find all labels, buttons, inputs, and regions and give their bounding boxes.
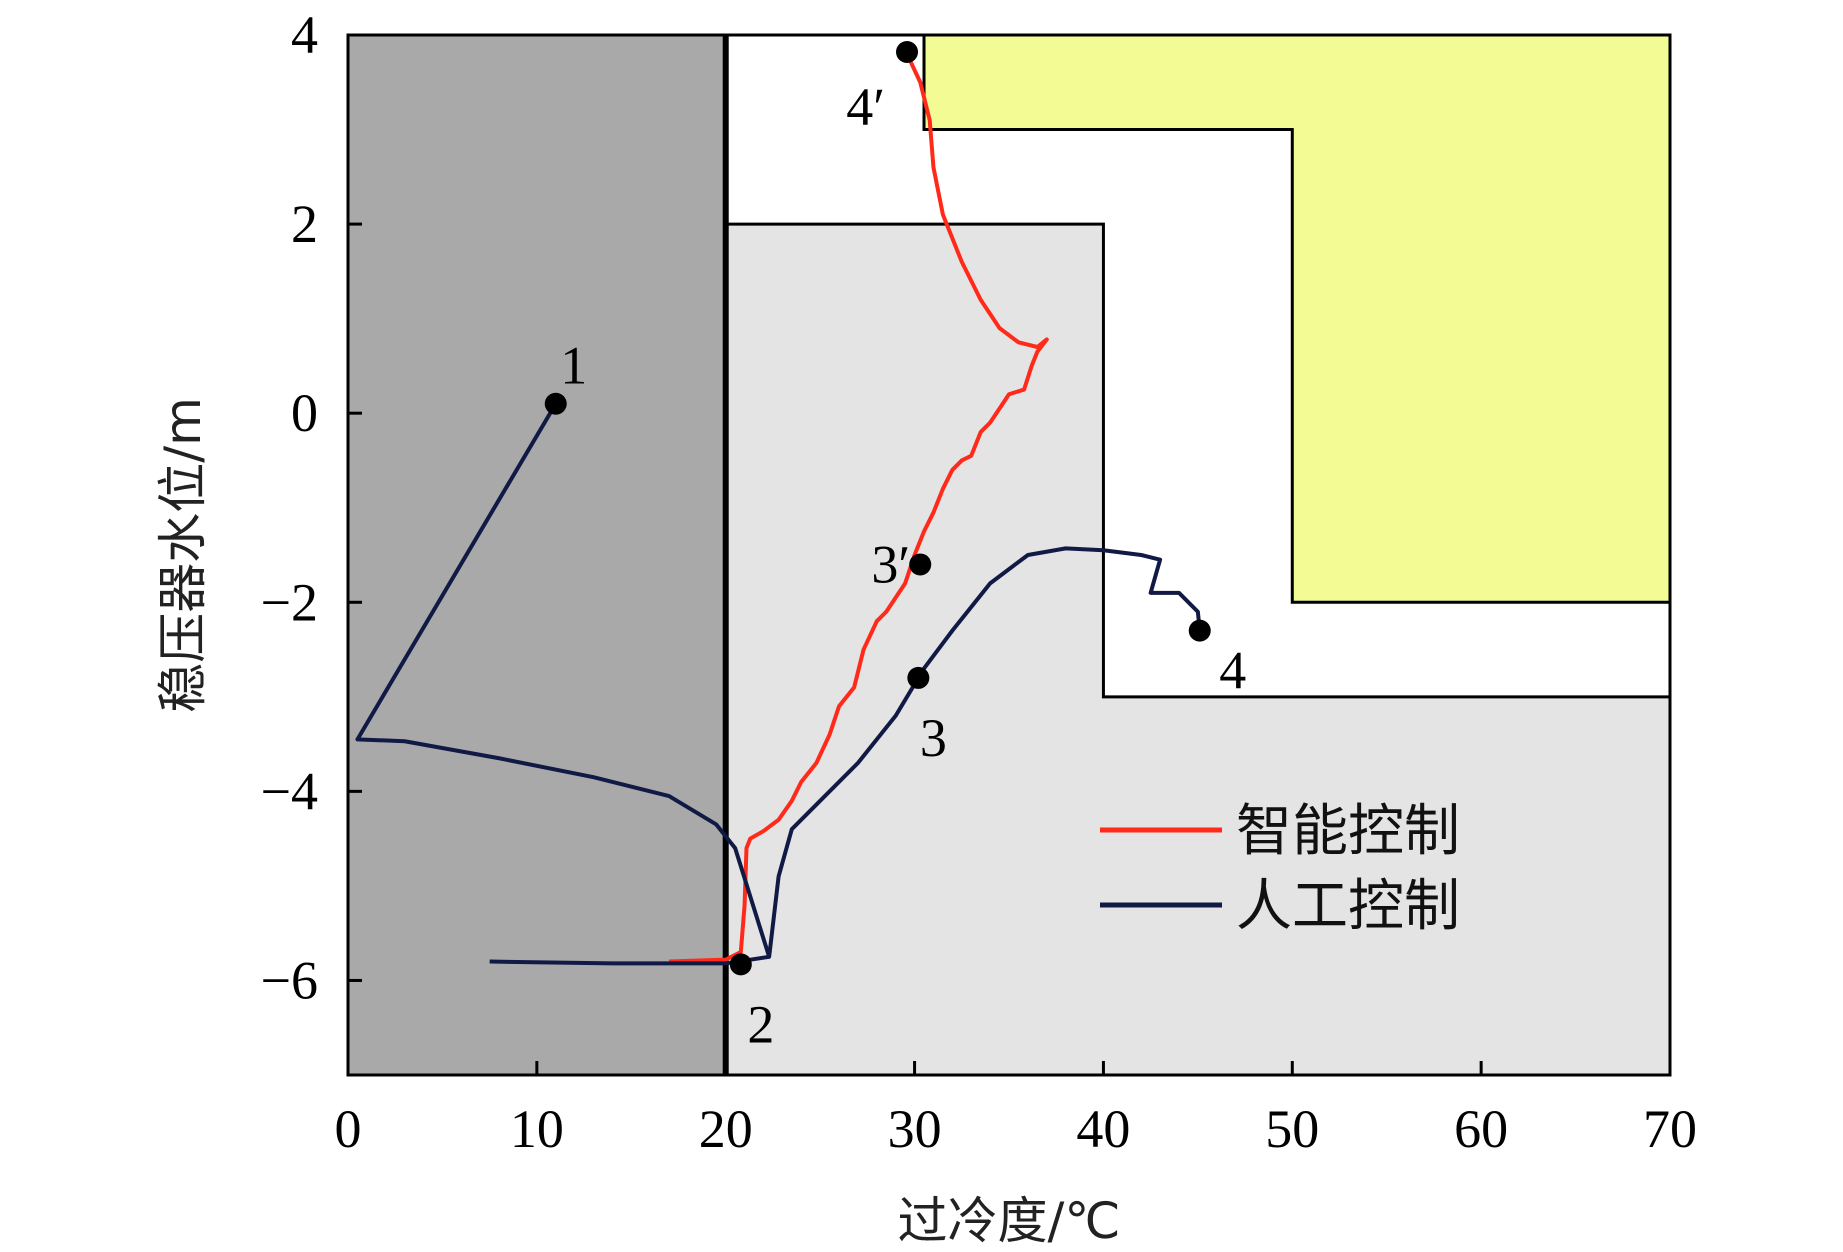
y-tick-label-2: 2 (291, 194, 318, 254)
y-axis: 4 2 0 −2 −4 −6 (261, 5, 362, 1010)
x-tick-label-30: 30 (888, 1099, 942, 1159)
point-marker-3 (907, 666, 930, 689)
x-axis: 0 10 20 30 40 50 60 70 (335, 1061, 1697, 1159)
x-tick-label-20: 20 (699, 1099, 753, 1159)
x-tick-label-50: 50 (1265, 1099, 1319, 1159)
legend-label-manual: 人工控制 (1236, 874, 1460, 939)
chart-regions (346, 33, 1672, 1077)
plot-border (346, 33, 1672, 1077)
x-tick-label-40: 40 (1076, 1099, 1130, 1159)
legend-label-smart: 智能控制 (1236, 799, 1460, 864)
point-label-2: 2 (747, 994, 774, 1054)
y-axis-label: 稳压器水位/m (154, 397, 212, 713)
x-axis-label: 过冷度/℃ (898, 1192, 1121, 1250)
series-line-smart (668, 53, 1049, 964)
y-tick-label-4: 4 (291, 5, 318, 65)
region-dark (346, 33, 728, 1077)
legend: 智能控制 人工控制 (1100, 799, 1460, 939)
series-line-manual (355, 402, 1202, 959)
point-marker-4 (909, 553, 932, 576)
x-tick-label-10: 10 (510, 1099, 564, 1159)
x-tick-label-70: 70 (1643, 1099, 1697, 1159)
y-tick-label--4: −4 (261, 761, 318, 821)
chart-markers: 1 2 3 3′ 4 4′ (544, 41, 1246, 1054)
point-label-4: 3′ (871, 534, 910, 594)
y-tick-label--2: −2 (261, 572, 318, 632)
x-tick-label-0: 0 (335, 1099, 362, 1159)
plot-frame (346, 33, 1672, 1077)
point-label-6: 4′ (846, 77, 885, 137)
x-tick-label-60: 60 (1454, 1099, 1508, 1159)
point-label-5: 4 (1219, 641, 1246, 701)
point-marker-6 (896, 41, 919, 64)
point-label-1: 1 (560, 336, 587, 396)
point-marker-1 (544, 392, 567, 415)
y-tick-label--6: −6 (261, 950, 318, 1010)
point-label-3: 3 (920, 708, 947, 768)
point-marker-2 (729, 953, 752, 976)
y-tick-label-0: 0 (291, 383, 318, 443)
point-marker-5 (1188, 619, 1211, 642)
